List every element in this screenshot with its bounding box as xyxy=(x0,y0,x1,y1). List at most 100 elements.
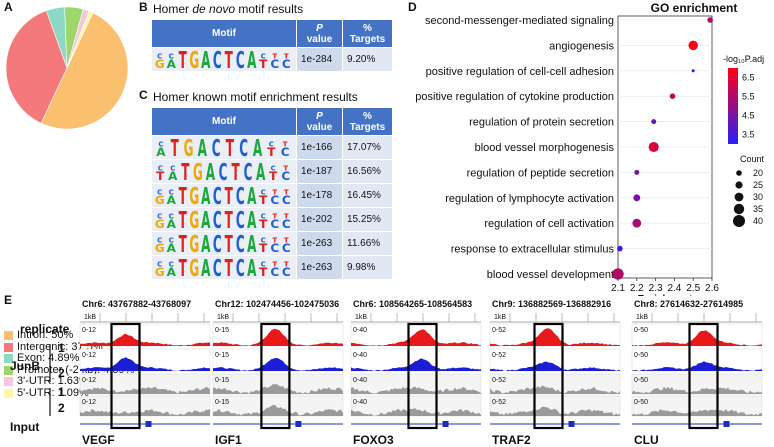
size-legend-dot xyxy=(733,203,745,215)
signal-track xyxy=(490,328,620,346)
colorbar-tick-label: 3.5 xyxy=(742,130,755,140)
pie-slice-0 xyxy=(40,12,129,130)
junb-rep1-label: 1 xyxy=(58,341,65,355)
track-range-label: 0-50 xyxy=(634,327,648,334)
go-point xyxy=(632,218,642,228)
motif-letter: A xyxy=(168,169,177,181)
denovo-title-italic: de novo xyxy=(192,2,236,16)
size-legend-label: 20 xyxy=(753,168,763,178)
motif-letter: C xyxy=(212,138,221,157)
targets-cell: 16.56% xyxy=(343,160,392,183)
pvalue-cell: 1e-263 xyxy=(297,232,342,255)
signal-track xyxy=(213,404,343,416)
motif-letter: A xyxy=(247,258,256,277)
locus-coordinate: Chr9: 136882569-136882916 xyxy=(492,299,611,309)
go-term-label: regulation of peptide secretion xyxy=(467,167,614,179)
peak-highlight-box xyxy=(407,322,438,430)
signal-track xyxy=(490,361,620,371)
motif-letter: A xyxy=(201,210,210,229)
pie-slice-1 xyxy=(5,10,68,124)
motif-letter: T xyxy=(272,188,277,196)
colorbar-title: -log₁₀P.adj xyxy=(723,54,764,64)
motif-letter: T xyxy=(283,164,288,172)
genomic-distribution-pie xyxy=(5,6,129,130)
legend-item: Intron: 50% xyxy=(4,329,254,342)
motif-letter: T xyxy=(259,217,267,229)
pvalue-cell: 1e-178 xyxy=(297,184,342,207)
go-point xyxy=(617,245,623,252)
motif-row: G C A C T G A C T C A T C C T C T 1e-263 9.98% xyxy=(152,256,392,279)
motif-letter: C xyxy=(213,186,222,205)
denovo-title-suffix: motif results xyxy=(235,2,304,16)
motif-letter: C xyxy=(236,258,245,277)
size-legend-dot xyxy=(735,181,743,189)
locus-coordinate: Chr6: 108564265-108564583 xyxy=(353,299,472,309)
motif-letter: G xyxy=(189,186,199,205)
motif-letter: T xyxy=(259,265,267,277)
motif-letter: T xyxy=(283,140,288,148)
track-range-label: 0-12 xyxy=(82,327,96,334)
motif-letter: C xyxy=(244,162,253,181)
panel-c-letter: C xyxy=(139,88,148,102)
motif-letter: C xyxy=(157,236,162,244)
track-range-label: 0-40 xyxy=(353,352,367,359)
motif-letter: T xyxy=(181,162,190,181)
motif-letter: C xyxy=(236,234,245,253)
go-term-label: blood vessel morphogenesis xyxy=(475,142,615,154)
motif-letter: A xyxy=(201,258,210,277)
targets-cell: 9.98% xyxy=(343,256,392,279)
gene-label: VEGF xyxy=(82,433,115,447)
legend-item: 5'-UTR: 1.09% xyxy=(4,387,254,400)
pvalue-cell: 1e-202 xyxy=(297,208,342,231)
signal-track xyxy=(632,361,762,371)
panel-a-letter: A xyxy=(4,0,13,14)
motif-letter: A xyxy=(156,145,165,157)
col-motif: Motif xyxy=(152,20,296,47)
track-range-label: 0-15 xyxy=(215,327,229,334)
go-term-label: response to extracellular stimulus xyxy=(451,244,615,256)
motif-letter: T xyxy=(225,258,234,277)
go-point xyxy=(669,93,676,99)
motif-letter: A xyxy=(247,210,256,229)
motif-letter: A xyxy=(167,217,176,229)
motif-letter: C xyxy=(158,140,163,148)
scale-label: 1kB xyxy=(84,314,96,321)
signal-track xyxy=(351,358,481,371)
go-point xyxy=(688,40,698,51)
size-legend-dot xyxy=(734,192,744,202)
motif-letter: G xyxy=(155,265,165,277)
motif-letter: A xyxy=(253,138,262,157)
x-tick-label: 2.6 xyxy=(705,283,719,294)
legend-swatch xyxy=(4,388,13,398)
motif-letter: T xyxy=(179,210,188,229)
gene-exon xyxy=(295,421,302,427)
motif-letter: C xyxy=(282,193,291,205)
signal-track xyxy=(351,408,481,416)
motif-letter: C xyxy=(213,258,222,277)
go-term-label: blood vessel development xyxy=(487,269,614,281)
go-term-label: regulation of cell activation xyxy=(484,218,614,230)
motif-letter: G xyxy=(193,162,203,181)
motif-letter: C xyxy=(157,212,162,220)
motif-letter: T xyxy=(284,260,289,268)
motif-letter: C xyxy=(236,210,245,229)
motif-letter: A xyxy=(201,186,210,205)
signal-track xyxy=(490,406,620,416)
x-tick-label: 2.3 xyxy=(649,283,663,294)
track-range-label: 0-50 xyxy=(634,377,648,384)
legend-item: 3'-UTR: 1.63% xyxy=(4,375,254,388)
motif-letter: A xyxy=(167,241,176,253)
genome-browser-tracks: replicate JunB Input 1 2 1 2 Chr6: 43767882-437… xyxy=(10,299,763,447)
scale-label: 1kB xyxy=(494,314,506,321)
legend-item: Exon: 4.89% xyxy=(4,352,254,365)
x-tick-label: 2.1 xyxy=(611,283,625,294)
motif-letter: T xyxy=(225,186,234,205)
legend-label: Exon: 4.89% xyxy=(17,352,80,364)
legend-swatch xyxy=(4,331,13,341)
motif-letter: C xyxy=(261,188,266,196)
motif-letter: G xyxy=(189,210,199,229)
